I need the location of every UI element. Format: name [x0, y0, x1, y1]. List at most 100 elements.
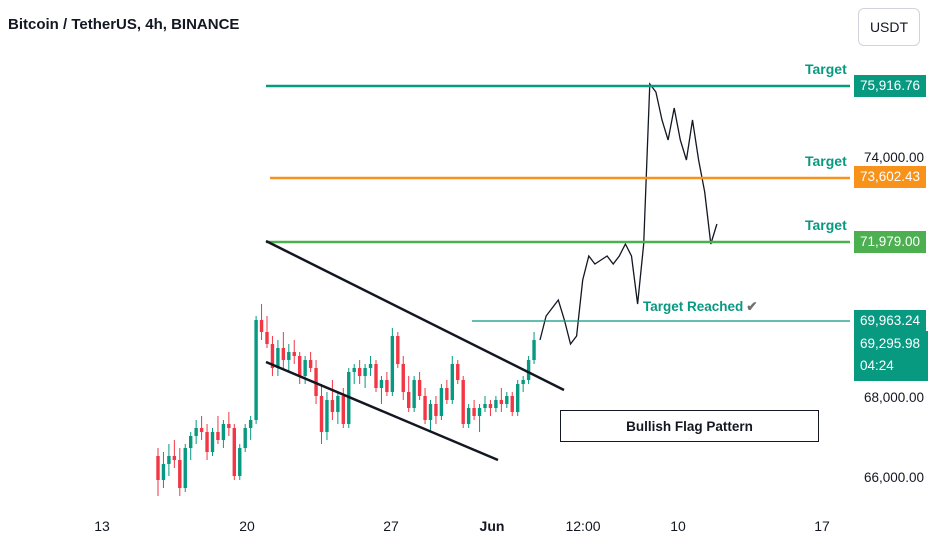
x-tick-jun: Jun: [479, 518, 505, 534]
candle-body: [516, 384, 520, 412]
candle: [526, 356, 531, 384]
candle: [276, 340, 280, 376]
candle: [412, 376, 416, 412]
candle: [287, 344, 291, 372]
candle-body: [494, 400, 498, 408]
candle-body: [499, 400, 504, 404]
candle-body: [374, 364, 378, 388]
candle: [516, 380, 520, 416]
candle: [428, 400, 433, 432]
candle-body: [341, 396, 345, 424]
candle: [461, 376, 465, 428]
candle-body: [221, 424, 226, 440]
candle: [450, 356, 454, 404]
candle-body: [270, 344, 275, 368]
candle: [494, 396, 498, 412]
candle-body: [472, 408, 476, 416]
candle: [248, 416, 253, 440]
target-label-1: Target: [805, 61, 847, 77]
x-tick-20: 20: [239, 518, 255, 534]
target-reached-text: Target Reached: [643, 299, 744, 314]
candle-body: [308, 360, 313, 368]
candle: [521, 376, 525, 392]
projection-path: [539, 82, 718, 346]
target-label-2: Target: [805, 153, 847, 169]
candle: [374, 360, 378, 392]
candle: [298, 352, 302, 384]
candle-body: [156, 456, 160, 480]
candle-body: [227, 424, 231, 428]
candle: [254, 316, 258, 424]
candle-body: [254, 320, 258, 420]
candle: [499, 388, 504, 412]
candle: [385, 372, 389, 396]
candle-body: [330, 400, 335, 412]
candle: [194, 420, 198, 444]
currency-button[interactable]: USDT: [858, 8, 920, 46]
candle-body: [477, 408, 482, 416]
candle: [434, 396, 438, 424]
candle: [189, 432, 193, 460]
candle-body: [445, 388, 449, 400]
bar-countdown: 04:24: [860, 358, 894, 373]
target-reached-label: Target Reached ✔: [643, 299, 758, 315]
candle: [357, 360, 362, 384]
candle-body: [248, 420, 253, 428]
candle-body: [385, 380, 389, 392]
candle-body: [194, 428, 198, 436]
x-tick-13: 13: [94, 518, 110, 534]
candle-body: [189, 436, 193, 448]
candle: [483, 396, 487, 412]
flag-lower-trendline: [265, 360, 499, 462]
target-label-3: Target: [805, 217, 847, 233]
x-tick-1200: 12:00: [565, 518, 601, 534]
candle: [488, 400, 493, 416]
candle: [292, 340, 296, 364]
candle: [199, 416, 204, 440]
target-price-tag-2: 73,602.43: [854, 166, 927, 188]
candle: [259, 304, 264, 340]
candle-body: [450, 364, 454, 400]
candle: [401, 356, 405, 400]
candle-body: [532, 340, 536, 360]
candle-body: [357, 368, 362, 376]
candle-body: [510, 396, 514, 412]
candle: [336, 392, 340, 424]
candle-body: [521, 380, 525, 384]
candle: [281, 332, 286, 368]
last-price-value: 69,295.98: [860, 336, 921, 351]
candle: [466, 404, 471, 428]
x-tick-27: 27: [383, 518, 399, 534]
y-tick-74000: 74,000.00: [864, 150, 925, 165]
candle-body: [298, 356, 302, 376]
candle-body: [379, 380, 384, 388]
candle: [456, 360, 460, 384]
candle-body: [238, 448, 242, 476]
candle: [238, 444, 242, 480]
candle-body: [161, 464, 166, 480]
candle: [445, 380, 449, 404]
candle: [330, 380, 335, 420]
candle: [379, 376, 384, 404]
candle-body: [183, 448, 187, 488]
candle-body: [292, 352, 296, 356]
candle: [172, 440, 177, 468]
candle-body: [259, 320, 264, 332]
candle: [396, 332, 400, 368]
x-tick-10: 10: [670, 518, 686, 534]
candle: [221, 420, 226, 448]
candle-body: [434, 404, 438, 416]
candle-body: [336, 396, 340, 412]
y-tick-66000: 66,000.00: [864, 470, 925, 485]
candle-body: [401, 364, 405, 392]
target-price-tag-3: 71,979.00: [854, 231, 927, 253]
candle: [178, 448, 182, 496]
candle-body: [488, 404, 493, 408]
candle-body: [232, 428, 236, 476]
candle: [532, 332, 536, 364]
candle-body: [199, 428, 204, 432]
candle: [368, 356, 373, 376]
candle-body: [483, 404, 487, 408]
candle: [308, 352, 313, 372]
